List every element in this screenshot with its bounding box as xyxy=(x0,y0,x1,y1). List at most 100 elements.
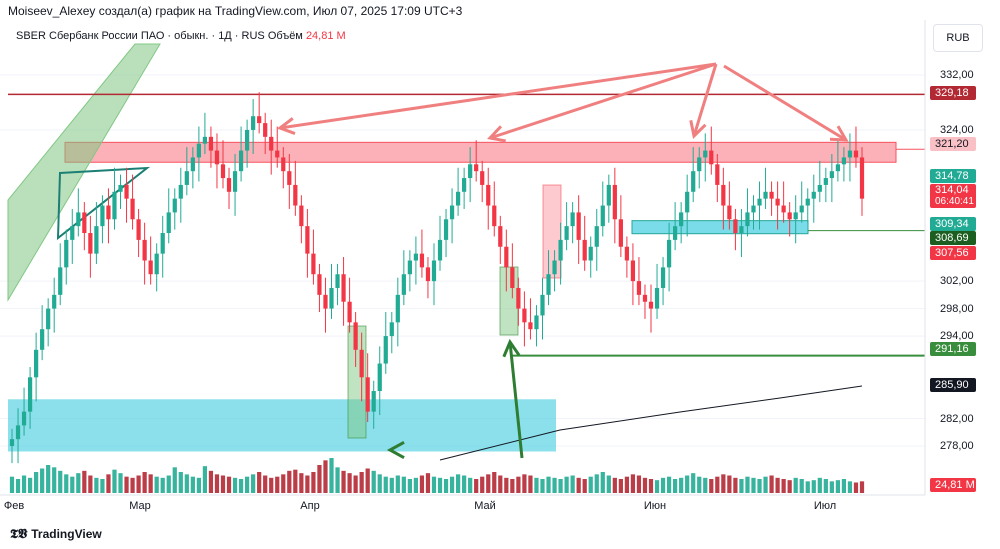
candle[interactable] xyxy=(383,312,388,374)
candle[interactable] xyxy=(588,236,593,278)
candle[interactable] xyxy=(365,353,370,422)
currency-button[interactable]: RUB xyxy=(933,24,983,52)
tradingview-logo[interactable]: 𝕿𝖁 TradingView xyxy=(10,526,102,542)
zone-support-low[interactable] xyxy=(8,399,556,452)
candle[interactable] xyxy=(311,229,316,285)
candle[interactable] xyxy=(419,229,425,278)
candle[interactable] xyxy=(576,195,581,264)
candle[interactable] xyxy=(823,167,828,203)
candle[interactable] xyxy=(540,277,545,340)
candle[interactable] xyxy=(462,167,467,209)
candle[interactable] xyxy=(648,284,654,333)
candle[interactable] xyxy=(238,126,244,182)
candle[interactable] xyxy=(371,380,376,429)
candle[interactable] xyxy=(594,208,599,271)
candle[interactable] xyxy=(630,243,636,306)
candle[interactable] xyxy=(492,181,497,237)
zone-resistance[interactable] xyxy=(64,141,897,163)
candle[interactable] xyxy=(486,167,491,230)
candle[interactable] xyxy=(528,298,533,340)
candle[interactable] xyxy=(257,92,262,134)
candle[interactable] xyxy=(642,284,648,319)
arrow-line[interactable] xyxy=(489,62,717,140)
candle[interactable] xyxy=(859,147,865,216)
candle[interactable] xyxy=(763,167,768,209)
candle[interactable] xyxy=(793,195,798,244)
candle[interactable] xyxy=(570,202,575,244)
candle[interactable] xyxy=(612,167,617,244)
candle[interactable] xyxy=(184,147,189,196)
candle[interactable] xyxy=(407,250,412,292)
candle[interactable] xyxy=(546,250,551,306)
candle[interactable] xyxy=(673,202,678,251)
candle[interactable] xyxy=(425,257,431,299)
candle[interactable] xyxy=(757,181,762,230)
candle[interactable] xyxy=(745,188,750,237)
candle[interactable] xyxy=(606,174,611,223)
candle[interactable] xyxy=(468,147,473,203)
support-arrow[interactable] xyxy=(508,341,524,459)
candle[interactable] xyxy=(697,147,702,189)
candle[interactable] xyxy=(739,208,744,258)
candle[interactable] xyxy=(190,147,195,189)
candle[interactable] xyxy=(40,305,45,361)
candle[interactable] xyxy=(703,133,708,182)
candle[interactable] xyxy=(660,257,666,306)
candle[interactable] xyxy=(401,250,406,306)
candle[interactable] xyxy=(727,181,732,230)
candle[interactable] xyxy=(853,126,859,168)
candle[interactable] xyxy=(287,154,292,209)
arrow-line[interactable] xyxy=(279,62,717,130)
candle[interactable] xyxy=(510,243,515,299)
candle[interactable] xyxy=(118,174,123,209)
candle[interactable] xyxy=(293,160,298,216)
candle[interactable] xyxy=(474,140,479,182)
candle[interactable] xyxy=(88,215,93,278)
candle[interactable] xyxy=(142,222,147,285)
candle[interactable] xyxy=(805,188,810,223)
candle[interactable] xyxy=(208,126,214,168)
candle[interactable] xyxy=(455,167,461,216)
candle[interactable] xyxy=(480,160,485,203)
candle[interactable] xyxy=(21,387,27,436)
candle[interactable] xyxy=(835,140,840,182)
candle[interactable] xyxy=(666,222,672,292)
candle[interactable] xyxy=(136,208,141,258)
candle[interactable] xyxy=(112,167,117,230)
candle[interactable] xyxy=(811,174,816,223)
candle[interactable] xyxy=(636,257,642,306)
candle[interactable] xyxy=(305,208,310,278)
candle[interactable] xyxy=(196,126,201,182)
candle[interactable] xyxy=(558,222,563,285)
candle[interactable] xyxy=(281,147,286,189)
candle[interactable] xyxy=(275,126,280,168)
candle[interactable] xyxy=(534,305,539,347)
candle[interactable] xyxy=(323,277,328,333)
candle[interactable] xyxy=(431,243,437,306)
candle[interactable] xyxy=(449,188,455,244)
candle[interactable] xyxy=(685,174,690,237)
candle[interactable] xyxy=(787,202,792,237)
candle[interactable] xyxy=(52,277,57,333)
candle[interactable] xyxy=(34,332,39,402)
candle[interactable] xyxy=(377,346,382,416)
candle[interactable] xyxy=(58,243,63,306)
candle[interactable] xyxy=(847,133,853,182)
candle[interactable] xyxy=(691,147,696,203)
candle[interactable] xyxy=(341,257,346,326)
candle[interactable] xyxy=(154,243,159,292)
arrow-line[interactable] xyxy=(723,64,847,142)
candle[interactable] xyxy=(600,181,605,237)
candle[interactable] xyxy=(709,126,714,175)
candle[interactable] xyxy=(395,277,400,347)
symbol-ticker[interactable]: SBER xyxy=(16,30,46,42)
candle[interactable] xyxy=(335,263,340,306)
candle[interactable] xyxy=(437,215,443,271)
candle[interactable] xyxy=(829,154,834,203)
candle[interactable] xyxy=(799,181,804,223)
candle[interactable] xyxy=(413,236,419,285)
candle[interactable] xyxy=(498,215,503,264)
candle[interactable] xyxy=(172,188,177,230)
candle[interactable] xyxy=(166,188,171,244)
